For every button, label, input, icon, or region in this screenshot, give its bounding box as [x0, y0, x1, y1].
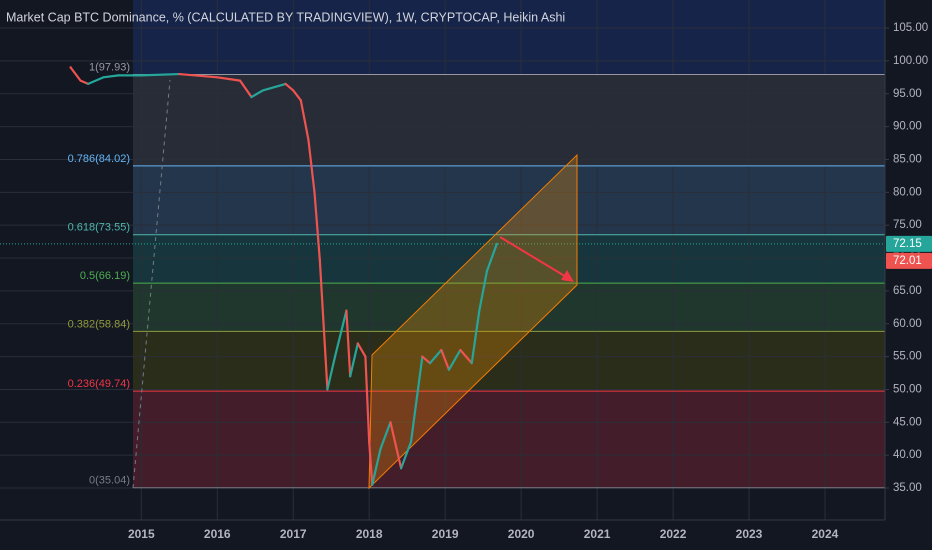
parallel-channel [368, 153, 578, 490]
line-segment [421, 355, 432, 365]
fib-zone [133, 0, 885, 75]
fib-zone [133, 331, 885, 392]
line-segment [299, 99, 310, 141]
y-tick-label: 50.00 [893, 383, 922, 395]
line-segment [399, 440, 413, 470]
fib-level-label: 0.236(49.74) [68, 378, 130, 390]
line-segment [284, 82, 295, 92]
line-segment [87, 76, 105, 86]
fib-level-label: 0.786(84.02) [68, 153, 130, 165]
fib-zone [133, 391, 885, 488]
x-tick-label: 2024 [812, 527, 839, 541]
line-segment [371, 447, 382, 486]
fib-zones [133, 0, 885, 488]
line-segment [478, 270, 489, 312]
line-segment [261, 82, 287, 92]
fib-levels: 1(97.93) 0.786(84.02) 0.618(73.55) 0.5(66.1… [68, 61, 885, 489]
fib-zone [133, 165, 885, 235]
fib-level-label: 0.382(58.84) [68, 318, 130, 330]
line-segment [368, 440, 374, 486]
line-segment [313, 191, 321, 262]
line-segment [326, 355, 337, 391]
y-tick-label: 40.00 [893, 449, 922, 461]
line-segment [345, 309, 352, 378]
x-tick-label: 2021 [584, 527, 611, 541]
x-tick-label: 2019 [432, 527, 459, 541]
line-segment [459, 348, 473, 365]
x-tick-label: 2016 [204, 527, 231, 541]
price-tag-label: 72.15 [893, 238, 922, 250]
axes: 35.0040.0045.0050.0055.0060.0065.0070.00… [128, 22, 932, 541]
x-tick-label: 2017 [280, 527, 307, 541]
fib-level-label: 0.618(73.55) [68, 222, 130, 234]
price-tag [886, 235, 932, 252]
price-axis [885, 0, 932, 550]
y-tick-label: 55.00 [893, 351, 922, 363]
y-tick-label: 35.00 [893, 482, 922, 494]
line-segment [79, 79, 90, 86]
fib-level-label: 0.5(66.19) [80, 270, 130, 282]
line-segment [216, 76, 242, 82]
line-segment [318, 258, 329, 391]
line-segment [379, 421, 392, 450]
arrow-line [499, 236, 569, 279]
y-tick-label: 75.00 [893, 219, 922, 231]
line-segment [292, 89, 302, 102]
fib-level-label: 0(35.04) [89, 475, 130, 487]
line-segment [428, 348, 443, 365]
line-segment [102, 74, 120, 79]
x-tick-label: 2015 [128, 527, 155, 541]
line-segment [250, 89, 264, 99]
fib-level-label: 1(97.93) [89, 61, 130, 73]
y-tick-label: 105.00 [893, 22, 928, 34]
y-tick-label: 100.00 [893, 55, 928, 67]
line-segment [470, 309, 481, 365]
line-segment [307, 138, 316, 194]
price-tag [886, 252, 932, 269]
line-segment [447, 348, 462, 371]
arrow-head [561, 270, 574, 282]
x-tick-label: 2020 [508, 527, 535, 541]
line-segment [238, 79, 253, 99]
y-tick-label: 80.00 [893, 186, 922, 198]
line-segment [178, 72, 219, 79]
line-segment [364, 355, 371, 444]
x-tick-label: 2018 [356, 527, 383, 541]
line-segment [140, 72, 181, 77]
line-segment [349, 342, 359, 378]
y-tick-label: 65.00 [893, 285, 922, 297]
x-tick-label: 2023 [736, 527, 763, 541]
line-segment [389, 421, 403, 470]
line-segment [440, 348, 451, 371]
y-tick-label: 60.00 [893, 318, 922, 330]
y-tick-label: 45.00 [893, 416, 922, 428]
line-segment [485, 242, 498, 273]
line-segment [409, 355, 424, 444]
fib-zone [133, 74, 885, 166]
price-tag-label: 72.01 [893, 255, 922, 267]
y-tick-label: 85.00 [893, 154, 922, 166]
line-segment [356, 342, 367, 358]
line-segment [69, 66, 82, 82]
chart-title: Market Cap BTC Dominance, % (CALCULATED … [6, 10, 565, 24]
time-axis [0, 520, 932, 550]
price-line [69, 66, 498, 486]
line-segment [333, 309, 348, 358]
y-tick-label: 90.00 [893, 121, 922, 133]
y-tick-label: 95.00 [893, 88, 922, 100]
x-tick-label: 2022 [660, 527, 687, 541]
